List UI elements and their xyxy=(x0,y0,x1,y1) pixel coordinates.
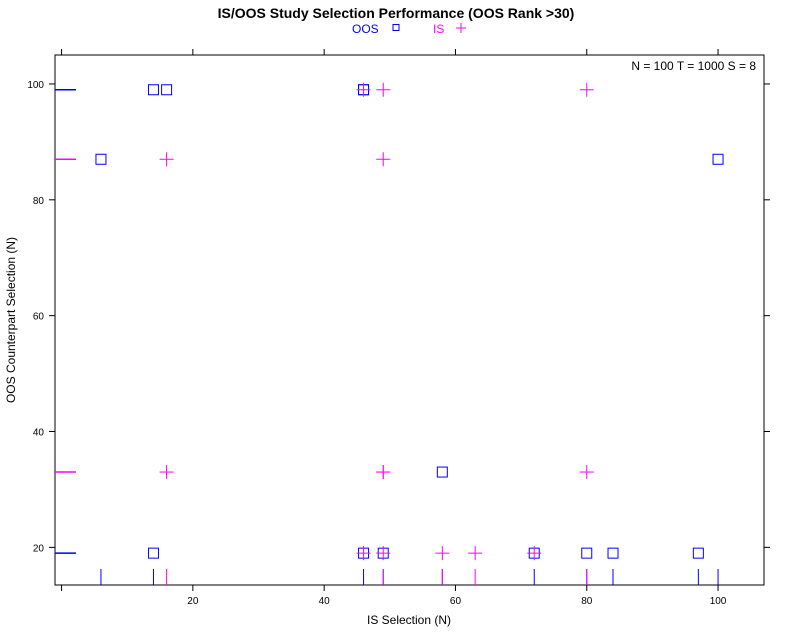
point-is xyxy=(159,465,174,480)
y-tick-label: 100 xyxy=(27,80,44,91)
point-oos xyxy=(607,547,619,559)
legend: OOS IS xyxy=(352,22,466,36)
point-oos xyxy=(161,84,173,96)
x-tick-label: 60 xyxy=(450,596,462,607)
point-oos xyxy=(712,153,724,165)
point-is xyxy=(376,465,391,480)
y-tick-label: 40 xyxy=(33,428,45,439)
data-points xyxy=(95,82,724,561)
x-tick-label: 40 xyxy=(319,596,331,607)
sample-size-annotation: N = 100 T = 1000 S = 8 xyxy=(631,59,756,73)
x-tick-label: 80 xyxy=(581,596,593,607)
point-oos xyxy=(581,547,593,559)
point-is xyxy=(579,82,594,97)
y-tick-label: 60 xyxy=(33,312,45,323)
point-oos xyxy=(147,547,159,559)
point-is xyxy=(468,546,483,561)
point-is xyxy=(435,546,450,561)
point-oos xyxy=(692,547,704,559)
point-is xyxy=(356,82,371,97)
point-is xyxy=(159,152,174,167)
axis-ticks: 20 40 60 80 100 20 40 60 80 100 xyxy=(27,49,770,607)
legend-marker-is xyxy=(456,23,466,33)
legend-marker-oos xyxy=(392,24,400,31)
y-tick-label: 20 xyxy=(33,543,45,554)
point-is xyxy=(376,82,391,97)
point-oos xyxy=(436,466,448,478)
point-oos xyxy=(95,153,107,165)
point-is xyxy=(356,546,371,561)
rug-marks xyxy=(55,89,719,585)
x-tick-label: 100 xyxy=(710,596,727,607)
chart-title: IS/OOS Study Selection Performance (OOS … xyxy=(218,5,575,21)
x-axis-label: IS Selection (N) xyxy=(367,613,451,627)
x-tick-label: 20 xyxy=(187,596,199,607)
y-tick-label: 80 xyxy=(33,196,45,207)
point-is xyxy=(376,152,391,167)
point-is xyxy=(527,546,542,561)
legend-label-oos: OOS xyxy=(352,22,379,36)
point-oos xyxy=(147,84,159,96)
point-is xyxy=(376,546,391,561)
legend-label-is: IS xyxy=(433,22,444,36)
plot-area-frame xyxy=(54,54,765,586)
y-axis-label: OOS Counterpart Selection (N) xyxy=(4,237,18,403)
point-is xyxy=(579,465,594,480)
